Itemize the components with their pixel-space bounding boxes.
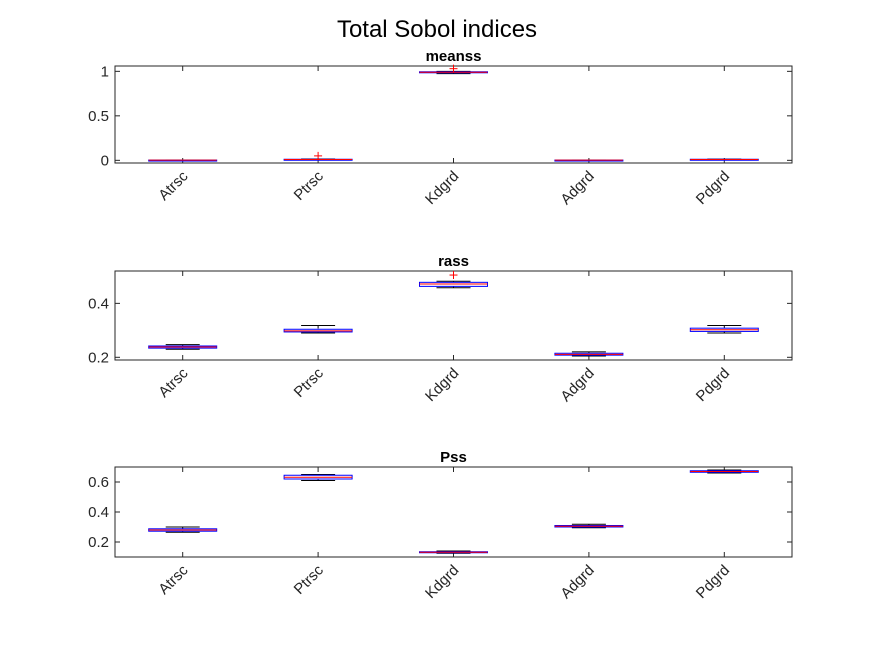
subplot-meanss: meanss 0 0.5 1 Atrsc Ptrsc Kdgrd Adgrd Pdgrd (88, 48, 793, 208)
y-tick-label: 0.5 (88, 108, 109, 125)
y-tick-label: 0.4 (88, 295, 109, 312)
x-category-label: Pdgrd (693, 168, 733, 208)
y-tick-label: 0.4 (88, 504, 109, 521)
outlier-marker (314, 151, 323, 160)
boxplot-Atrsc (148, 159, 218, 162)
x-category-label: Pdgrd (693, 562, 733, 602)
y-tick-label: 1 (101, 63, 109, 80)
x-category-label: Adgrd (557, 562, 597, 602)
y-tick-label: 0 (101, 152, 109, 169)
x-category-label: Pdgrd (693, 365, 733, 405)
boxplot-Adgrd (554, 523, 624, 529)
y-tick-label: 0.2 (88, 534, 109, 551)
boxplot-Ptrsc (283, 324, 353, 334)
x-category-label: Ptrsc (291, 561, 328, 598)
axes-box (114, 65, 793, 164)
boxplot-Adgrd (554, 159, 624, 162)
boxplot-Kdgrd (419, 550, 488, 554)
outlier-marker (449, 271, 458, 280)
x-category-label: Kdgrd (422, 168, 462, 208)
x-category-label: Atrsc (155, 364, 192, 401)
x-category-label: Kdgrd (422, 562, 462, 602)
boxplot-Atrsc (148, 344, 218, 350)
y-tick-label: 0.2 (88, 349, 109, 366)
y-tick-label: 0.6 (88, 474, 109, 491)
boxplot-Atrsc (148, 526, 218, 533)
boxplot-Adgrd (554, 351, 624, 357)
figure-title: Total Sobol indices (337, 16, 537, 43)
x-category-label: Adgrd (557, 365, 597, 405)
boxplot-Pdgrd (689, 324, 759, 334)
boxplot-Kdgrd (419, 64, 488, 75)
boxplot-Kdgrd (419, 271, 488, 289)
axes-box (114, 466, 793, 558)
x-category-label: Kdgrd (422, 365, 462, 405)
x-category-label: Adgrd (557, 168, 597, 208)
x-category-label: Atrsc (155, 561, 192, 598)
outlier-marker (449, 64, 458, 73)
boxplot-Ptrsc (283, 151, 353, 161)
x-category-label: Atrsc (155, 167, 192, 204)
subplot-rass: rass 0.2 0.4 Atrsc Ptrsc Kdgrd Adgrd Pdgrd (88, 253, 793, 405)
boxplot-Pdgrd (689, 158, 759, 161)
subplot-title: meanss (426, 48, 482, 65)
x-category-label: Ptrsc (291, 364, 328, 401)
boxplot-Pdgrd (689, 469, 759, 474)
subplot-title: Pss (440, 449, 467, 466)
boxplot-Ptrsc (283, 474, 353, 481)
subplot-title: rass (438, 253, 469, 270)
subplot-Pss: Pss 0.2 0.4 0.6 Atrsc Ptrsc Kdgrd Adgrd Pdgrd (88, 449, 793, 602)
x-category-label: Ptrsc (291, 167, 328, 204)
